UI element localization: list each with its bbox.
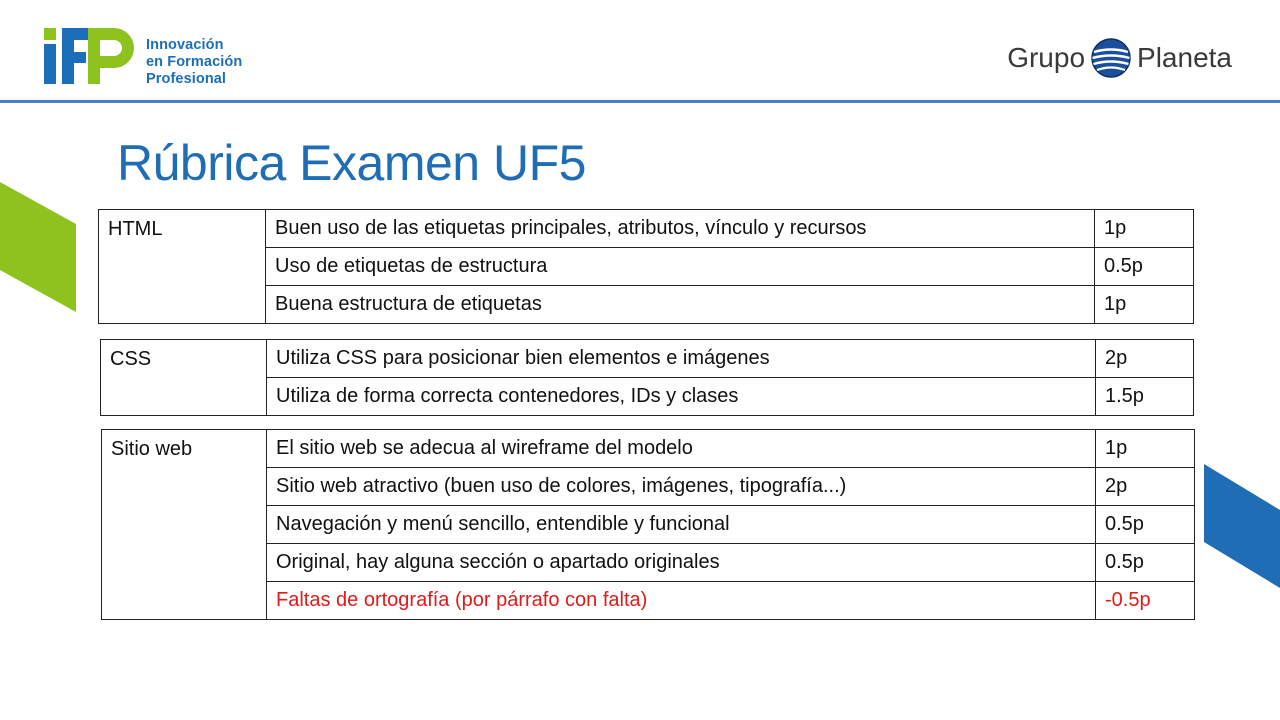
- table-row-penalty: Faltas de ortografía (por párrafo con fa…: [102, 581, 1195, 620]
- table-row: Utiliza de forma correcta contenedores, …: [101, 377, 1194, 416]
- header-divider: [0, 100, 1280, 103]
- table-row: Uso de etiquetas de estructura 0.5p: [99, 247, 1194, 286]
- rubric-table-html: HTML Buen uso de las etiquetas principal…: [98, 209, 1194, 324]
- criterion-cell: Sitio web atractivo (buen uso de colores…: [266, 467, 1096, 506]
- points-cell: 2p: [1095, 339, 1194, 378]
- criterion-cell: Navegación y menú sencillo, entendible y…: [266, 505, 1096, 544]
- ifp-line-2: en Formación: [146, 54, 243, 70]
- table-row: HTML Buen uso de las etiquetas principal…: [98, 209, 1194, 324]
- table-row: Sitio web atractivo (buen uso de colores…: [102, 467, 1195, 506]
- criterion-cell: El sitio web se adecua al wireframe del …: [266, 429, 1096, 468]
- ifp-line-3: Profesional: [146, 71, 227, 87]
- page-title: Rúbrica Examen UF5: [117, 135, 586, 191]
- category-cell: HTML: [98, 209, 266, 324]
- points-cell: 0.5p: [1095, 543, 1195, 582]
- points-cell: 1p: [1095, 429, 1195, 468]
- ifp-logo-mark: [44, 28, 134, 84]
- table-row: Sitio web El sitio web se adecua al wire…: [101, 429, 1195, 620]
- ifp-logo: Innovación en Formación Profesional: [44, 28, 264, 88]
- table-row: Original, hay alguna sección o apartado …: [102, 543, 1195, 582]
- ifp-line-1: Innovación: [146, 37, 224, 53]
- points-cell: 0.5p: [1094, 247, 1194, 286]
- points-cell: 1p: [1094, 285, 1194, 324]
- rubric-table-css: CSS Utiliza CSS para posicionar bien ele…: [100, 339, 1194, 416]
- rubric-table-sitio-web: Sitio web El sitio web se adecua al wire…: [101, 429, 1195, 620]
- points-cell: 1.5p: [1095, 377, 1194, 416]
- points-cell-penalty: -0.5p: [1095, 581, 1195, 620]
- points-cell: 0.5p: [1095, 505, 1195, 544]
- table-row: Navegación y menú sencillo, entendible y…: [102, 505, 1195, 544]
- globe-icon: [1091, 38, 1131, 78]
- green-accent-shape: [0, 182, 76, 312]
- points-cell: 2p: [1095, 467, 1195, 506]
- category-cell: Sitio web: [101, 429, 267, 620]
- ifp-logo-text: Innovación en Formación Profesional: [146, 37, 242, 88]
- criterion-cell-penalty: Faltas de ortografía (por párrafo con fa…: [266, 581, 1096, 620]
- criterion-cell: Utiliza CSS para posicionar bien element…: [266, 339, 1096, 378]
- criterion-cell: Buena estructura de etiquetas: [265, 285, 1095, 324]
- criterion-cell: Original, hay alguna sección o apartado …: [266, 543, 1096, 582]
- criterion-cell: Buen uso de las etiquetas principales, a…: [265, 209, 1095, 248]
- planeta-word-planeta: Planeta: [1137, 42, 1232, 73]
- table-row: Buena estructura de etiquetas 1p: [99, 285, 1194, 324]
- planeta-word-grupo: Grupo: [1007, 42, 1086, 73]
- grupo-planeta-logo: Grupo Planeta: [1007, 36, 1232, 80]
- category-cell: CSS: [100, 339, 267, 416]
- points-cell: 1p: [1094, 209, 1194, 248]
- blue-accent-shape: [1204, 464, 1280, 588]
- criterion-cell: Utiliza de forma correcta contenedores, …: [266, 377, 1096, 416]
- criterion-cell: Uso de etiquetas de estructura: [265, 247, 1095, 286]
- table-row: CSS Utiliza CSS para posicionar bien ele…: [100, 339, 1194, 416]
